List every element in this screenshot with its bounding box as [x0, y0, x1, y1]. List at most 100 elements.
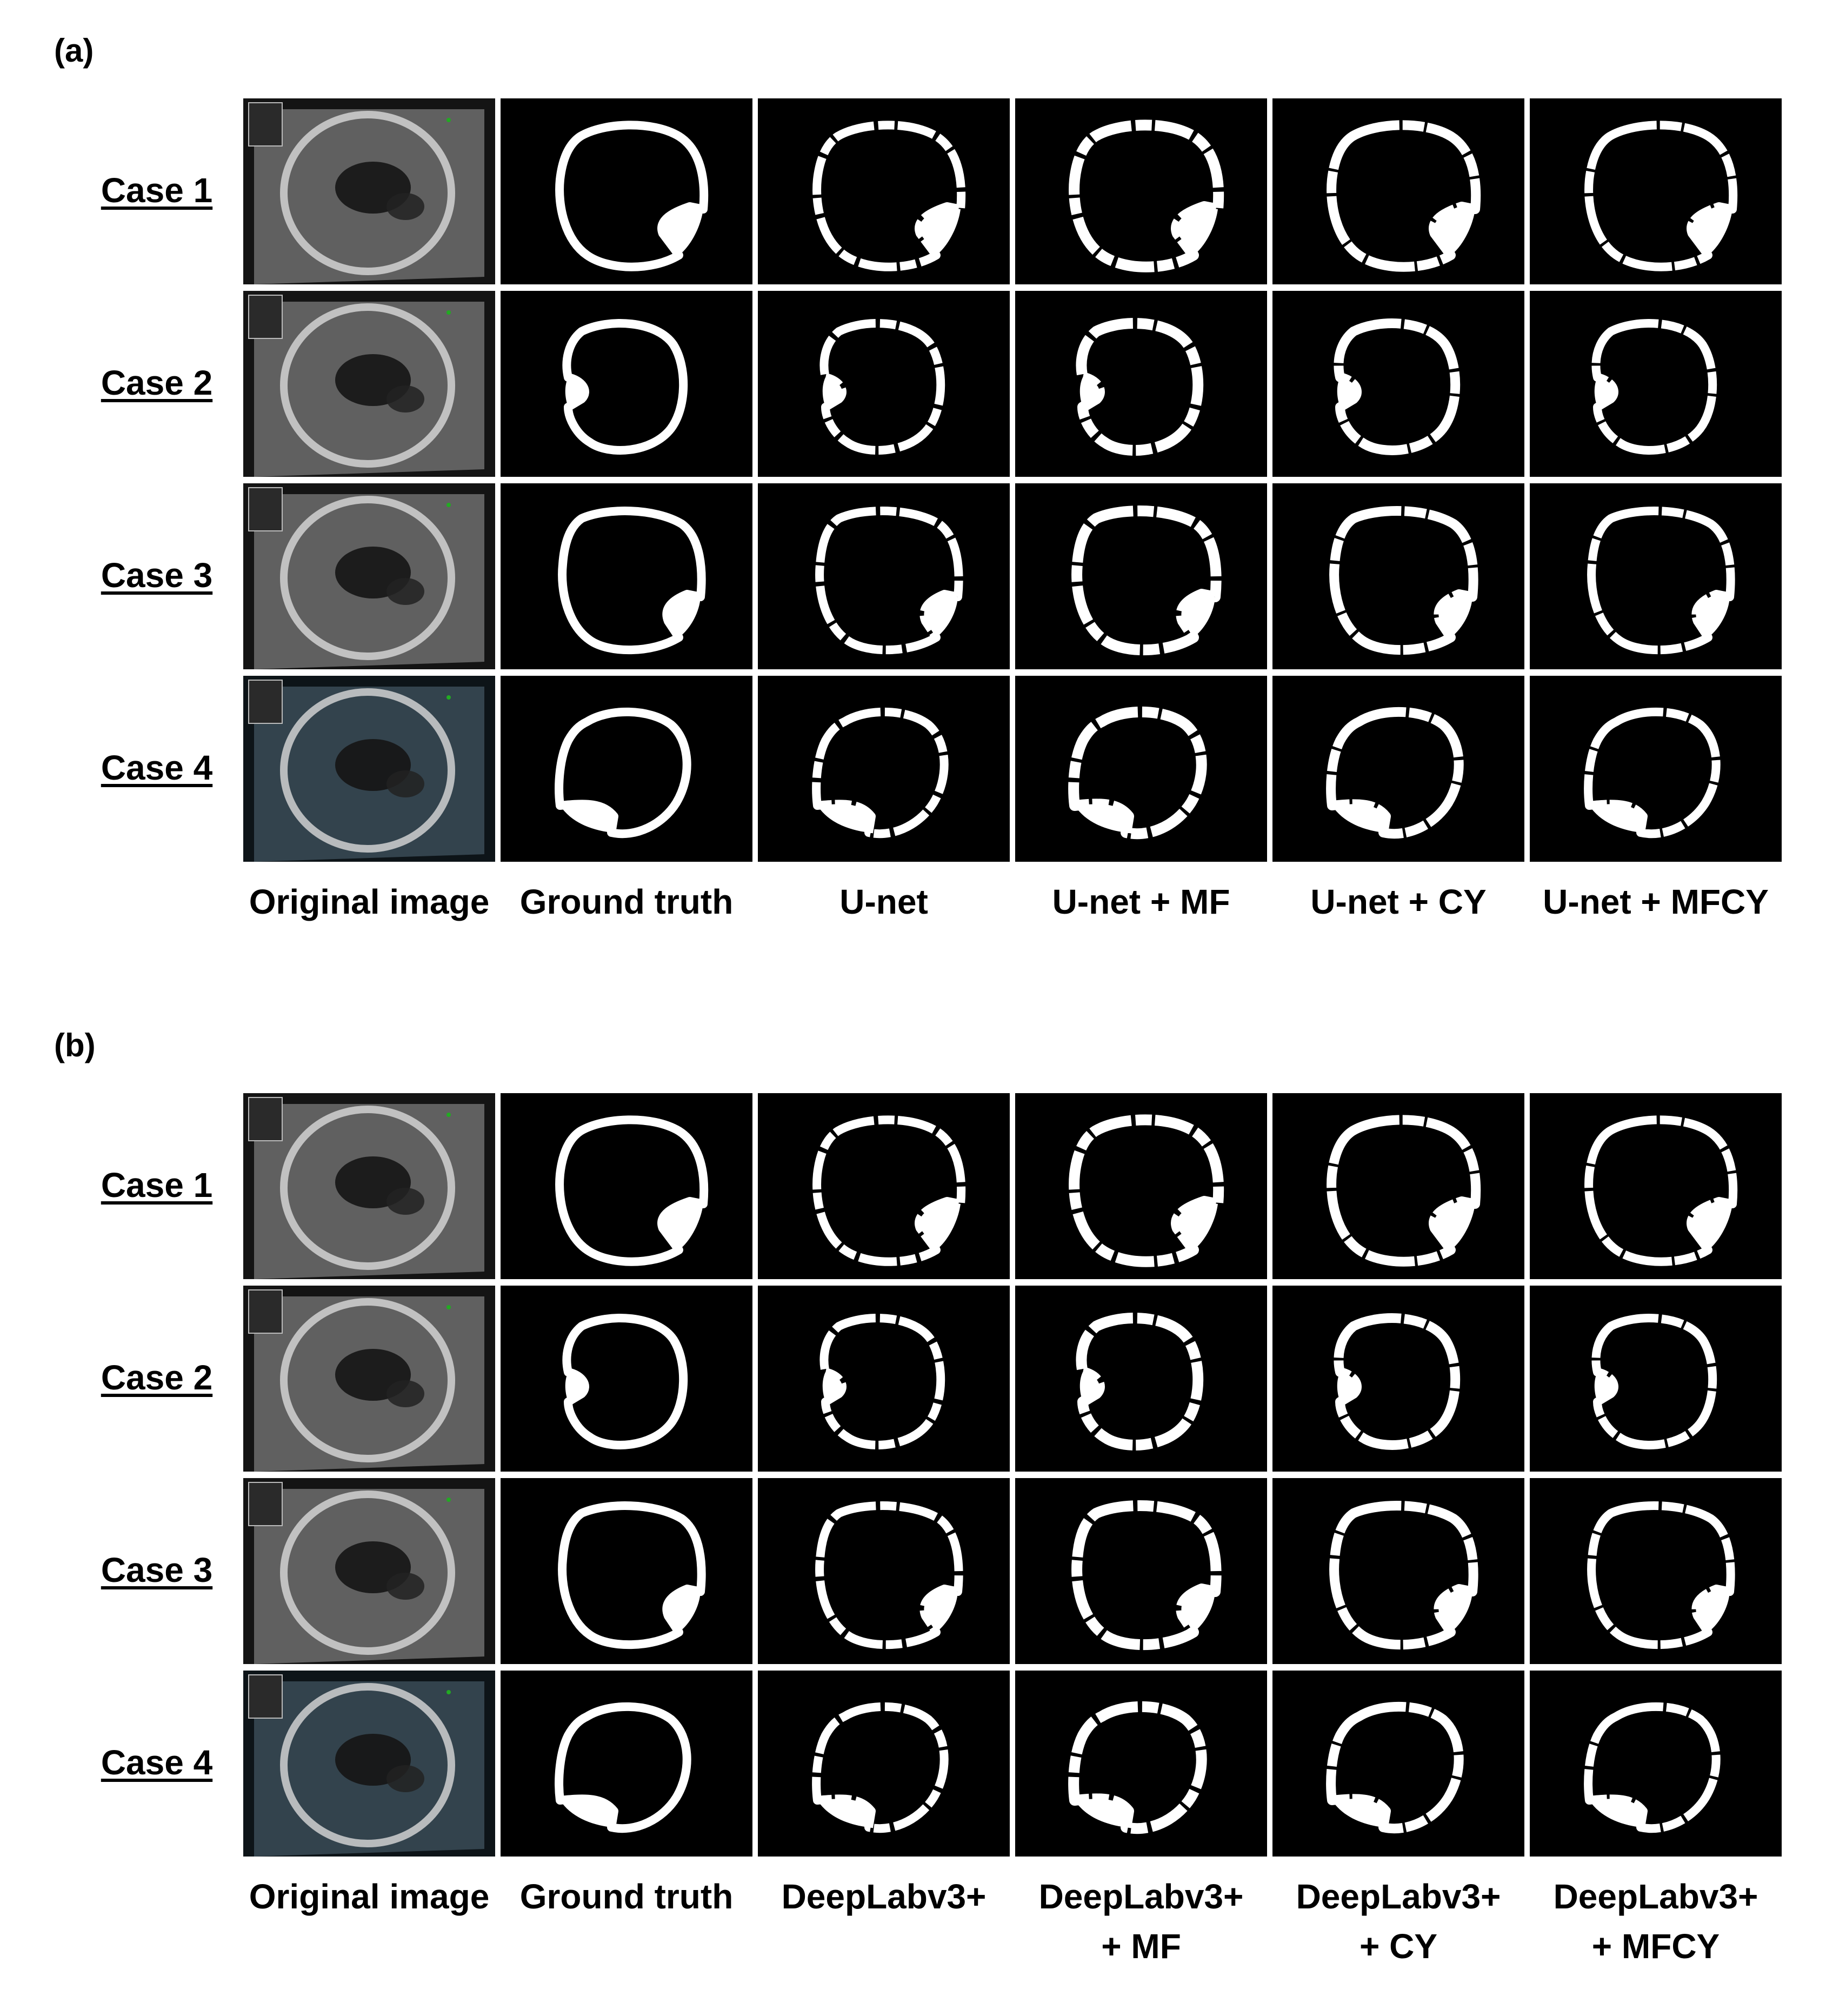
ultrasound-image: [243, 1478, 495, 1664]
predicted-mask: [1272, 1478, 1524, 1664]
predicted-mask: [1272, 291, 1524, 477]
cell-graphic: [1015, 98, 1267, 284]
ground-truth-mask: [501, 1286, 752, 1472]
predicted-mask: [1530, 483, 1782, 669]
cell-graphic: [1015, 676, 1267, 862]
predicted-mask: [1530, 1093, 1782, 1279]
column-label: DeepLabv3+: [757, 1872, 1011, 1921]
predicted-mask: [1530, 291, 1782, 477]
ground-truth-mask: [501, 291, 752, 477]
column-label: U-net + MFCY: [1529, 877, 1783, 927]
cell-graphic: [501, 483, 752, 669]
cell-graphic: [1015, 1093, 1267, 1279]
cell-graphic: [1530, 676, 1782, 862]
column-label-line1: Ground truth: [519, 882, 734, 921]
predicted-mask: [1530, 1671, 1782, 1857]
column-label-line2: + MF: [1101, 1927, 1181, 1966]
ground-truth-mask: [501, 676, 752, 862]
ultrasound-image: [243, 1093, 495, 1279]
predicted-mask: [758, 98, 1010, 284]
predicted-mask: [1015, 1093, 1267, 1279]
column-label: U-net + CY: [1271, 877, 1525, 927]
cell-graphic: [758, 1671, 1010, 1857]
column-label-line1: U-net + MF: [1052, 882, 1230, 921]
ultrasound-image: [243, 1286, 495, 1472]
cell-graphic: [1272, 483, 1524, 669]
cell-graphic: [1272, 676, 1524, 862]
ultrasound-image: [243, 98, 495, 284]
predicted-mask: [1272, 1286, 1524, 1472]
cell-graphic: [1015, 291, 1267, 477]
cell-graphic: [501, 676, 752, 862]
cell-graphic: [501, 1478, 752, 1664]
column-label: Ground truth: [499, 1872, 754, 1921]
cell-graphic: [1272, 1671, 1524, 1857]
column-label: DeepLabv3+ + MFCY: [1529, 1872, 1783, 1971]
predicted-mask: [1272, 1093, 1524, 1279]
column-label: DeepLabv3+ + MF: [1014, 1872, 1268, 1971]
ground-truth-mask: [501, 1093, 752, 1279]
cell-graphic: [243, 291, 495, 477]
predicted-mask: [1015, 1286, 1267, 1472]
predicted-mask: [1015, 676, 1267, 862]
cell-graphic: [758, 676, 1010, 862]
predicted-mask: [758, 1478, 1010, 1664]
predicted-mask: [1530, 98, 1782, 284]
ground-truth-mask: [501, 1478, 752, 1664]
predicted-mask: [1015, 98, 1267, 284]
predicted-mask: [1015, 1671, 1267, 1857]
cell-graphic: [501, 291, 752, 477]
column-label-line1: DeepLabv3+: [781, 1877, 987, 1916]
predicted-mask: [758, 1671, 1010, 1857]
cell-graphic: [1530, 1478, 1782, 1664]
column-label-line1: U-net + MFCY: [1543, 882, 1769, 921]
cell-graphic: [1530, 1093, 1782, 1279]
cell-graphic: [1272, 291, 1524, 477]
row-label-case-2: Case 2: [101, 1358, 213, 1397]
cell-graphic: [1530, 291, 1782, 477]
predicted-mask: [758, 1093, 1010, 1279]
column-label: Original image: [242, 877, 496, 927]
column-label-line1: DeepLabv3+: [1553, 1877, 1758, 1916]
row-label-case-1: Case 1: [101, 171, 213, 210]
cell-graphic: [243, 98, 495, 284]
column-label: DeepLabv3+ + CY: [1271, 1872, 1525, 1971]
column-label-line2: + MFCY: [1591, 1927, 1720, 1966]
cell-graphic: [501, 98, 752, 284]
panel-label: (a): [54, 32, 94, 69]
column-label-line1: Original image: [249, 882, 490, 921]
row-label-case-1: Case 1: [101, 1166, 213, 1205]
cell-graphic: [1272, 1286, 1524, 1472]
column-label-line2: + CY: [1359, 1927, 1438, 1966]
predicted-mask: [1015, 1478, 1267, 1664]
cell-graphic: [758, 1478, 1010, 1664]
column-label-line1: U-net: [839, 882, 928, 921]
cell-graphic: [243, 1286, 495, 1472]
column-label-line1: U-net + CY: [1310, 882, 1487, 921]
cell-graphic: [758, 483, 1010, 669]
column-label-line1: Original image: [249, 1877, 490, 1916]
predicted-mask: [758, 483, 1010, 669]
cell-graphic: [1272, 1478, 1524, 1664]
cell-graphic: [243, 1671, 495, 1857]
row-label-case-3: Case 3: [101, 556, 213, 595]
cell-graphic: [1015, 1478, 1267, 1664]
predicted-mask: [1530, 1286, 1782, 1472]
cell-graphic: [1530, 1671, 1782, 1857]
predicted-mask: [758, 291, 1010, 477]
predicted-mask: [1015, 291, 1267, 477]
predicted-mask: [758, 676, 1010, 862]
predicted-mask: [1530, 676, 1782, 862]
cell-graphic: [243, 676, 495, 862]
row-label-case-4: Case 4: [101, 1743, 213, 1782]
cell-graphic: [1530, 1286, 1782, 1472]
cell-graphic: [758, 98, 1010, 284]
column-label-line1: DeepLabv3+: [1038, 1877, 1244, 1916]
predicted-mask: [1015, 483, 1267, 669]
ultrasound-image: [243, 1671, 495, 1857]
predicted-mask: [758, 1286, 1010, 1472]
ultrasound-image: [243, 483, 495, 669]
cell-graphic: [1015, 1671, 1267, 1857]
row-label-case-2: Case 2: [101, 363, 213, 402]
column-label: U-net + MF: [1014, 877, 1268, 927]
